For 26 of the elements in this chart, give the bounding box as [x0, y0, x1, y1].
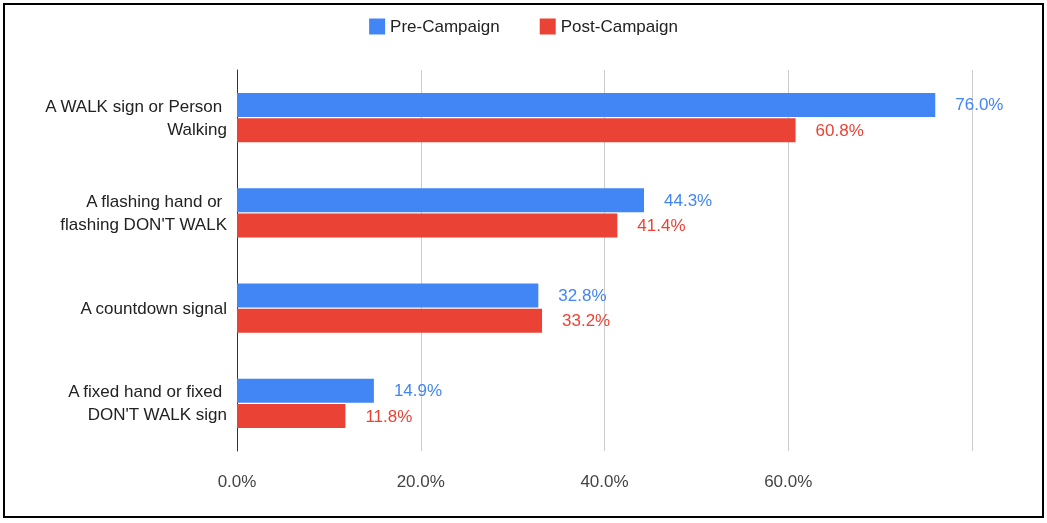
bar — [237, 308, 543, 333]
bar — [237, 378, 374, 403]
x-tick-label: 0.0% — [217, 472, 257, 491]
y-tick-label: A WALK sign or Person Walking — [45, 96, 227, 139]
data-label: 76.0% — [955, 95, 1004, 115]
y-tick-label: A flashing hand or flashing DON'T WALK — [60, 191, 228, 234]
data-label: 32.8% — [558, 285, 607, 305]
data-label: 60.8% — [815, 120, 864, 140]
data-label: 14.9% — [393, 381, 443, 401]
legend-label: Pre-Campaign — [390, 17, 500, 36]
x-tick-label: 20.0% — [396, 472, 445, 491]
data-label: 41.4% — [637, 216, 686, 236]
bar — [237, 118, 796, 143]
bar — [237, 188, 645, 213]
data-label: 11.8% — [365, 406, 413, 426]
y-tick-label: A fixed hand or fixed DON'T WALK sign — [68, 382, 227, 425]
bar — [237, 92, 936, 117]
data-label: 44.3% — [664, 190, 713, 210]
bar — [237, 404, 346, 429]
y-tick-label: A countdown signal — [80, 298, 227, 318]
bar — [237, 283, 539, 308]
x-tick-label: 60.0% — [764, 472, 813, 491]
legend-label: Post-Campaign — [560, 17, 678, 36]
data-label: 33.2% — [562, 311, 611, 331]
x-tick-label: 40.0% — [580, 472, 629, 491]
bar — [237, 213, 618, 238]
